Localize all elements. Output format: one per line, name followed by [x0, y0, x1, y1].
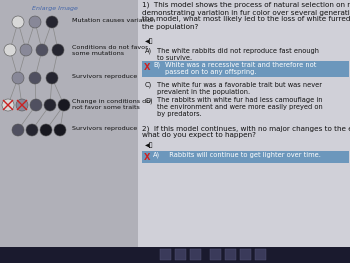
FancyBboxPatch shape [225, 249, 236, 260]
Circle shape [36, 44, 48, 56]
Text: D): D) [145, 97, 153, 104]
FancyBboxPatch shape [0, 0, 138, 263]
Circle shape [26, 124, 38, 136]
FancyBboxPatch shape [0, 247, 350, 263]
Text: 2)  If this model continues, with no major changes to the environment,
what do y: 2) If this model continues, with no majo… [142, 125, 350, 139]
Circle shape [46, 72, 58, 84]
Circle shape [29, 16, 41, 28]
Circle shape [52, 44, 64, 56]
FancyBboxPatch shape [175, 249, 186, 260]
Circle shape [30, 99, 42, 111]
Text: Conditions do not favor
some mutations: Conditions do not favor some mutations [72, 45, 148, 56]
Text: A): A) [153, 152, 160, 159]
Circle shape [12, 16, 24, 28]
Text: X: X [144, 153, 150, 161]
FancyBboxPatch shape [142, 61, 349, 77]
Text: The rabbits with white fur had less camouflage in
the environment and were more : The rabbits with white fur had less camo… [157, 97, 323, 117]
Circle shape [46, 16, 58, 28]
Circle shape [20, 44, 32, 56]
Text: A): A) [145, 48, 152, 54]
Circle shape [44, 99, 56, 111]
Circle shape [40, 124, 52, 136]
Circle shape [54, 124, 66, 136]
FancyBboxPatch shape [240, 249, 251, 260]
Text: Survivors reproduce: Survivors reproduce [72, 74, 137, 79]
Circle shape [58, 99, 70, 111]
Text: ◀⧖: ◀⧖ [145, 142, 154, 148]
FancyBboxPatch shape [190, 249, 201, 260]
Text: ◀⧖: ◀⧖ [145, 38, 154, 44]
Text: X: X [144, 63, 150, 72]
FancyBboxPatch shape [160, 249, 171, 260]
Text: Rabbits will continue to get lighter over time.: Rabbits will continue to get lighter ove… [165, 152, 321, 158]
Circle shape [4, 44, 16, 56]
Text: Mutation causes variation: Mutation causes variation [72, 18, 155, 23]
Text: White was a recessive trait and therefore not
passed on to any offspring.: White was a recessive trait and therefor… [165, 62, 316, 75]
Circle shape [2, 99, 14, 111]
FancyBboxPatch shape [255, 249, 266, 260]
Text: Change in conditions do
not favor some traits: Change in conditions do not favor some t… [72, 99, 150, 110]
Text: C): C) [145, 82, 152, 89]
Circle shape [12, 124, 24, 136]
Text: B): B) [153, 62, 160, 68]
Circle shape [29, 72, 41, 84]
FancyBboxPatch shape [142, 151, 349, 163]
Circle shape [12, 72, 24, 84]
Text: The white fur was a favorable trait but was never
prevalent in the population.: The white fur was a favorable trait but … [157, 82, 322, 95]
Circle shape [16, 99, 28, 111]
Text: The white rabbits did not reproduce fast enough
to survive.: The white rabbits did not reproduce fast… [157, 48, 319, 61]
FancyBboxPatch shape [210, 249, 221, 260]
Text: 1)  This model shows the process of natural selection on rabbits
demonstrating v: 1) This model shows the process of natur… [142, 2, 350, 29]
Text: Survivors reproduce: Survivors reproduce [72, 126, 137, 131]
FancyBboxPatch shape [138, 0, 350, 263]
Text: Enlarge Image: Enlarge Image [32, 6, 78, 11]
